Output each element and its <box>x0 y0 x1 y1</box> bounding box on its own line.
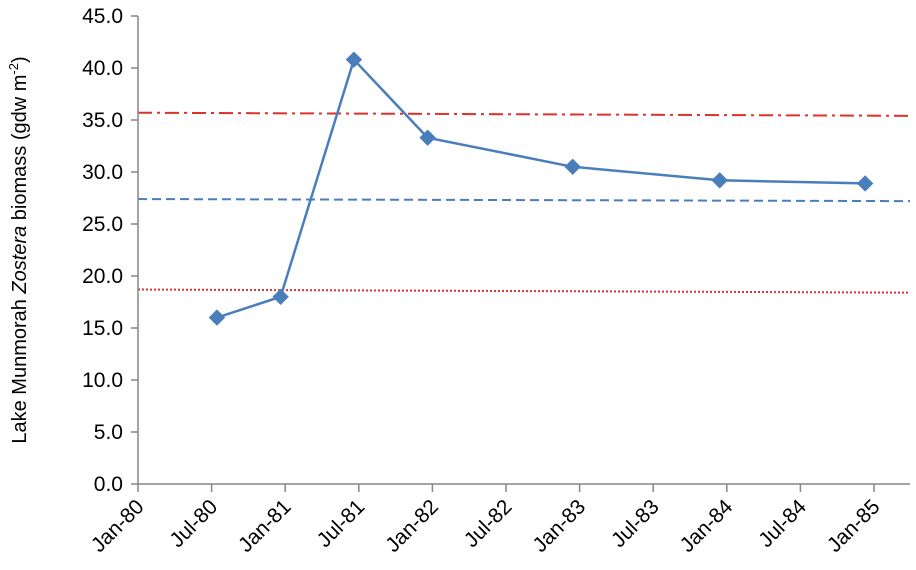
x-tick-label: Jul-81 <box>313 495 370 552</box>
x-tick-label: Jan-84 <box>676 495 738 557</box>
series <box>208 51 874 326</box>
x-tick-label: Jan-81 <box>234 495 296 557</box>
x-tick-label: Jul-83 <box>607 495 664 552</box>
data-point <box>856 175 874 192</box>
reference-line-2 <box>137 198 911 203</box>
reference-line-1 <box>137 111 911 117</box>
y-axis-title-suffix: biomass (gdw m <box>9 75 31 226</box>
y-axis-title-end: ) <box>9 56 31 63</box>
x-tick-label: Jul-80 <box>165 495 222 552</box>
axes <box>131 15 910 492</box>
y-tick-label: 15.0 <box>82 317 123 340</box>
y-tick-label: 45.0 <box>82 5 123 28</box>
y-tick-label: 0.0 <box>94 473 123 496</box>
data-point <box>272 288 289 306</box>
y-axis-title-italic: Zostera <box>9 226 31 295</box>
y-tick-label: 5.0 <box>94 421 123 444</box>
y-tick-label: 35.0 <box>82 109 123 132</box>
y-tick-label: 25.0 <box>82 213 123 236</box>
data-point <box>419 129 436 146</box>
y-axis-title-prefix: Lake Munmorah <box>9 294 31 444</box>
y-tick-label: 30.0 <box>82 161 123 184</box>
y-tick-label: 10.0 <box>82 369 123 392</box>
reference-lines <box>137 111 911 294</box>
x-tick-label: Jan-80 <box>87 495 149 557</box>
series-line <box>216 57 866 319</box>
x-tick-label: Jul-84 <box>754 495 811 552</box>
y-tick-label: 40.0 <box>82 57 123 80</box>
reference-line-3 <box>137 288 911 294</box>
y-axis-title: Lake Munmorah Zostera biomass (gdw m-2) <box>6 56 31 443</box>
y-axis-title-superscript: -2 <box>6 63 21 75</box>
x-tick-label: Jul-82 <box>460 495 517 552</box>
y-tick-labels: 0.0 5.0 10.0 15.0 20.0 25.0 30.0 35.0 40.0 45.0 <box>82 5 123 496</box>
data-point <box>711 172 728 189</box>
x-tick-label: Jan-82 <box>381 495 443 557</box>
x-tick-label: Jan-83 <box>528 495 590 557</box>
data-point <box>345 51 363 68</box>
y-tick-label: 20.0 <box>82 265 123 288</box>
x-tick-labels: Jan-80 Jul-80 Jan-81 Jul-81 Jan-82 Jul-82 Jan-… <box>87 495 885 557</box>
x-tick-label: Jan-85 <box>823 495 885 557</box>
data-point <box>564 158 581 176</box>
data-point <box>208 309 226 326</box>
